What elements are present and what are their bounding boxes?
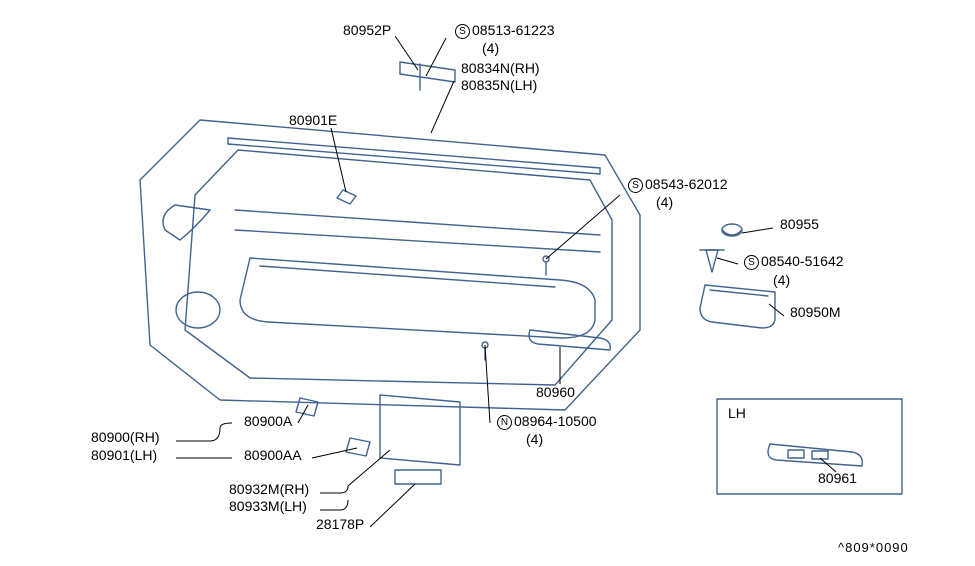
label-08964-10500: N08964-10500 — [497, 413, 597, 430]
label-80901LH: 80901(LH) — [91, 447, 157, 463]
qty-08540: (4) — [773, 272, 790, 288]
inset-lh-label: LH — [728, 405, 746, 421]
label-80952P: 80952P — [343, 22, 391, 38]
label-80835N: 80835N(LH) — [461, 77, 537, 93]
qty-08513: (4) — [482, 40, 499, 56]
label-80900AA: 80900AA — [244, 447, 302, 463]
label-28178P: 28178P — [316, 516, 364, 532]
label-80932M: 80932M(RH) — [229, 481, 309, 497]
label-80950M: 80950M — [790, 304, 841, 320]
label-08540-51642: S08540-51642 — [744, 253, 844, 270]
qty-08543: (4) — [656, 194, 673, 210]
label-80961: 80961 — [818, 470, 857, 486]
qty-08964: (4) — [526, 431, 543, 447]
label-80901E: 80901E — [289, 112, 337, 128]
label-80834N: 80834N(RH) — [461, 60, 540, 76]
label-80900A: 80900A — [244, 413, 292, 429]
label-80955: 80955 — [780, 216, 819, 232]
label-08513-61223: S08513-61223 — [455, 22, 555, 39]
label-80933M: 80933M(LH) — [229, 498, 307, 514]
label-08543-62012: S08543-62012 — [628, 176, 728, 193]
label-80960: 80960 — [536, 384, 575, 400]
footer-code: ^809*0090 — [838, 540, 909, 555]
label-80900RH: 80900(RH) — [91, 429, 159, 445]
